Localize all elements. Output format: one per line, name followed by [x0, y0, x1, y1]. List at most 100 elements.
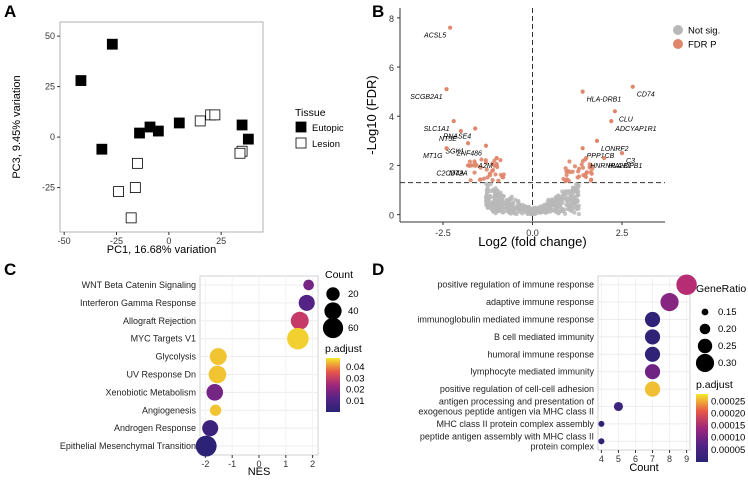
volcano-gene-label: SGK1 — [445, 148, 464, 155]
gsea-category-label: Allograft Rejection — [123, 316, 196, 326]
gsea-x-tick-label: 0 — [256, 459, 261, 469]
volcano-point-not-sig — [512, 211, 517, 216]
volcano-point-not-sig — [494, 202, 499, 207]
volcano-x-axis-label: Log2 (fold change) — [478, 234, 586, 249]
volcano-point-gene-sgk1 — [465, 141, 471, 146]
go-dot — [598, 438, 605, 445]
volcano-point-fdr-sig — [566, 169, 571, 174]
volcano-point-fdr-sig — [587, 162, 592, 167]
volcano-point-gene-hla-dpb1 — [602, 155, 607, 161]
pca-y-tick-label: -25 — [42, 183, 55, 193]
volcano-point-not-sig — [545, 200, 550, 205]
volcano-point-fdr-sig — [477, 177, 482, 182]
volcano-point-not-sig — [556, 195, 561, 200]
volcano-y-tick-label: 4 — [389, 112, 394, 122]
volcano-point-not-sig — [560, 189, 565, 194]
pca-x-tick-label: 0 — [166, 236, 171, 246]
volcano-point-fdr-sig — [561, 176, 566, 182]
pca-x-tick-label: 25 — [216, 236, 226, 246]
volcano-gene-label: C2CD4A — [436, 170, 464, 177]
pca-y-tick-label: 0 — [50, 132, 55, 142]
volcano-gene-label: ADCYAP1R1 — [614, 126, 656, 133]
gsea-dot — [287, 327, 309, 350]
go-color-legend-label: 0.00015 — [711, 421, 745, 432]
gsea-size-legend-key — [324, 302, 342, 320]
volcano-point-fdr-sig — [572, 164, 578, 169]
pca-y-axis-label: PC3, 9.45% variation — [11, 75, 23, 178]
gsea-dot — [195, 435, 217, 457]
volcano-point-not-sig — [564, 197, 570, 202]
go-size-legend-key — [701, 308, 709, 316]
go-category-label: positive regulation of immune response — [437, 280, 594, 290]
volcano-point-not-sig — [500, 193, 505, 199]
volcano-point-not-sig — [571, 187, 576, 192]
go-color-bar — [696, 394, 708, 462]
volcano-y-tick-label: 2 — [389, 161, 394, 171]
volcano-point-fdr-sig — [567, 159, 572, 164]
volcano-point-gene-mt2a — [469, 163, 474, 168]
volcano-point-not-sig — [485, 183, 490, 188]
go-category-label: protein complex — [530, 441, 594, 451]
volcano-point-not-sig — [501, 210, 506, 215]
volcano-point-not-sig — [571, 199, 577, 205]
go-x-tick-label: 7 — [650, 454, 655, 464]
panel-label-d: D — [372, 260, 384, 279]
volcano-gene-label: LONRF2 — [601, 146, 629, 153]
volcano-point-not-sig — [523, 208, 528, 213]
gsea-category-label: MYC Targets V1 — [131, 334, 196, 344]
volcano-point-gene-hla-drb1 — [580, 89, 585, 94]
go-size-legend-label: 0.25 — [718, 341, 737, 352]
volcano-point-not-sig — [557, 199, 562, 204]
gsea-color-legend-label: 0.04 — [346, 362, 365, 373]
panel-label-c: C — [4, 260, 16, 279]
go-color-legend-title: p.adjust — [696, 379, 733, 391]
volcano-gene-label: HLA-DRB1 — [587, 97, 622, 104]
volcano-point-not-sig — [548, 202, 554, 207]
volcano-point-gene-c2cd4a — [465, 163, 471, 168]
pca-legend-key-eutopic — [295, 121, 307, 133]
volcano-point-fdr-sig — [498, 158, 503, 163]
volcano-point-fdr-sig — [589, 171, 594, 176]
volcano-gene-label: MT2A — [449, 170, 468, 177]
gsea-color-legend-title: p.adjust — [325, 343, 362, 355]
volcano-point-fdr-sig — [472, 161, 477, 166]
pca-x-tick-label: -25 — [110, 236, 123, 246]
gsea-category-label: Angiogenesis — [142, 405, 197, 415]
volcano-gene-label: ZNF486 — [456, 151, 482, 158]
volcano-point-not-sig — [509, 194, 514, 199]
gsea-category-label: Xenobiotic Metabolism — [105, 387, 196, 397]
volcano-point-fdr-sig — [563, 166, 568, 171]
gsea-x-tick-label: 1 — [283, 459, 288, 469]
volcano-point-not-sig — [498, 207, 503, 212]
pca-legend-label-lesion: Lesion — [312, 139, 340, 150]
volcano-point-not-sig — [505, 204, 510, 210]
go-dot — [644, 346, 661, 362]
pca-point-eutopic — [96, 143, 108, 155]
volcano-point-not-sig — [548, 205, 553, 210]
gsea-x-tick-label: -1 — [228, 459, 236, 469]
volcano-point-not-sig — [564, 189, 569, 194]
pca-point-lesion — [194, 115, 206, 127]
pca-point-lesion — [125, 212, 137, 224]
go-dot — [644, 381, 661, 397]
volcano-point-fdr-sig — [588, 178, 593, 183]
volcano-point-not-sig — [526, 205, 531, 210]
volcano-point-not-sig — [539, 205, 544, 211]
gsea-color-legend-label: 0.01 — [346, 396, 365, 407]
volcano-point-fdr-sig — [481, 176, 487, 181]
go-category-label: MHC class II protein complex assembly — [436, 419, 594, 429]
go-dot — [644, 364, 661, 380]
volcano-point-fdr-sig — [576, 174, 582, 179]
volcano-point-not-sig — [565, 206, 570, 212]
volcano-y-tick-label: 6 — [389, 63, 394, 73]
volcano-point-not-sig — [533, 210, 538, 216]
gsea-category-label: Androgen Response — [114, 423, 196, 433]
go-category-label: lymphocyte mediated immunity — [470, 367, 594, 377]
go-x-tick-label: 8 — [667, 454, 672, 464]
pca-y-tick-label: 25 — [45, 82, 55, 92]
volcano-point-not-sig — [554, 206, 560, 211]
go-category-label: exogenous peptide antigen via MHC class … — [418, 407, 594, 417]
pca-legend-label-eutopic: Eutopic — [312, 123, 344, 134]
gsea-dot — [290, 311, 309, 330]
